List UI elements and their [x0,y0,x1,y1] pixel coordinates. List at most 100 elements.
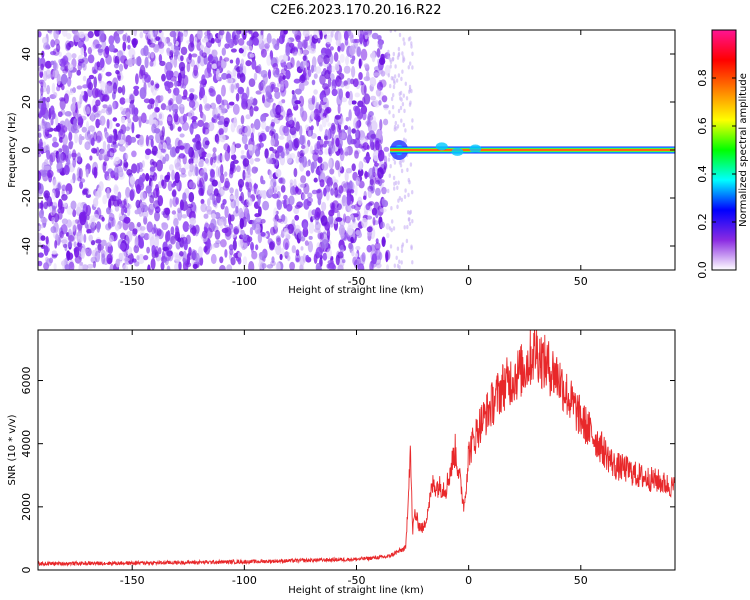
noise-speck [131,163,138,174]
noise-speck [57,111,63,118]
noise-speck [129,188,136,199]
noise-speck [114,35,121,44]
noise-speck [38,260,43,267]
noise-speck [264,148,269,159]
noise-speck [393,74,397,79]
noise-speck [317,37,321,44]
noise-speck [179,107,184,114]
noise-speck [396,55,400,60]
noise-speck [315,217,319,225]
noise-speck [95,135,102,144]
noise-speck [292,30,298,35]
noise-speck [201,38,209,43]
noise-speck [402,137,406,142]
noise-speck [105,71,112,77]
noise-speck [354,38,361,43]
noise-speck [207,184,214,194]
noise-speck [340,97,348,103]
noise-speck [378,57,386,65]
noise-speck [99,115,106,126]
noise-speck [392,93,395,98]
noise-speck [158,247,162,255]
noise-speck [138,115,142,128]
noise-speck [44,113,49,120]
snr-x-tick-label: -150 [120,574,145,587]
noise-speck [402,122,406,128]
noise-speck [372,99,379,107]
noise-speck [334,114,341,120]
noise-speck [308,115,312,124]
noise-speck [329,46,334,51]
noise-speck [145,185,152,194]
noise-speck [102,194,108,205]
noise-speck [101,253,106,265]
noise-speck [38,57,42,67]
noise-speck [262,200,270,211]
noise-speck [202,127,210,135]
noise-speck [237,178,245,188]
noise-speck [284,251,290,256]
noise-speck [150,138,154,148]
noise-speck [235,57,240,66]
noise-speck [400,158,403,164]
noise-speck [307,192,313,199]
noise-speck [269,108,277,118]
noise-speck [93,69,97,74]
colorbar-gradient [711,29,737,271]
noise-speck [76,202,83,214]
noise-speck [112,100,116,111]
noise-speck [101,108,107,114]
noise-speck [303,198,310,210]
noise-speck [250,241,254,251]
noise-speck [309,48,316,54]
noise-speck [308,69,312,78]
noise-speck [179,167,183,172]
noise-speck [145,148,152,156]
noise-speck [167,244,173,250]
noise-speck [179,199,184,211]
noise-speck [340,42,345,52]
noise-speck [311,215,316,221]
noise-speck [308,221,315,234]
noise-speck [338,73,345,80]
noise-speck [126,169,133,176]
noise-speck [387,55,390,60]
noise-speck [109,194,117,202]
noise-speck [209,89,216,97]
noise-speck [345,203,352,213]
noise-speck [67,63,74,71]
noise-speck [114,224,120,231]
noise-speck [43,165,51,171]
noise-speck [281,33,285,43]
noise-speck [377,149,385,162]
noise-speck [250,132,254,143]
noise-speck [133,30,138,37]
noise-speck [313,253,318,264]
noise-speck [242,65,247,76]
noise-speck [403,108,406,114]
noise-speck [56,168,63,173]
noise-speck [83,233,87,243]
spectrum-y-tick-label: -20 [20,189,33,207]
noise-speck [62,55,69,66]
noise-speck [364,35,368,40]
noise-speck [324,184,330,194]
noise-speck [143,98,151,104]
noise-speck [67,240,73,248]
noise-speck [254,223,261,235]
noise-speck [328,214,334,225]
noise-speck [150,150,158,155]
noise-speck [98,48,103,56]
noise-speck [156,228,162,237]
noise-speck [359,254,366,266]
noise-speck [319,30,323,40]
noise-speck [182,113,188,123]
noise-speck [239,218,244,230]
noise-speck [154,246,159,256]
noise-speck [242,256,248,266]
noise-speck [162,156,167,165]
noise-speck [81,126,88,133]
noise-speck [313,73,318,79]
noise-speck [302,227,309,238]
noise-speck [330,188,335,196]
